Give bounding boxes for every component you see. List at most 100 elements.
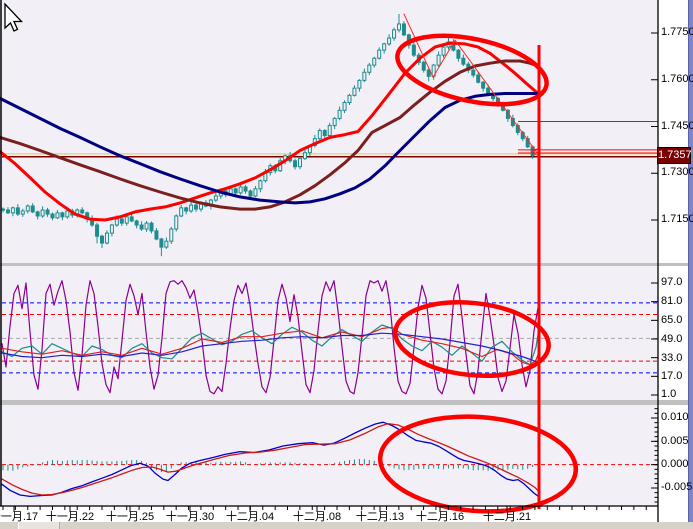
candle-bear	[194, 204, 199, 210]
candle-bull	[213, 195, 218, 201]
candle-bear	[139, 224, 144, 230]
candle-bear	[421, 61, 426, 71]
time-tick-label: 十二月.13	[355, 511, 405, 523]
zigzag-line	[403, 13, 538, 154]
ma-fast-line	[0, 41, 540, 222]
candle-bear	[129, 216, 134, 222]
price-axis-area	[658, 0, 688, 522]
candle-bull	[144, 222, 149, 230]
candle-bear	[456, 49, 461, 59]
macd-signal-line	[1, 422, 540, 496]
candle-bull	[377, 49, 382, 59]
vertical-scrollbar[interactable]	[688, 0, 693, 522]
candle-bear	[411, 44, 416, 56]
candle-bear	[233, 188, 238, 194]
candle-bull	[342, 102, 347, 111]
candle-bull	[238, 186, 243, 194]
candle-bear	[35, 211, 40, 217]
candle-bear	[80, 209, 85, 214]
candle-bull	[382, 43, 387, 51]
highlight-ellipse-price[interactable]	[391, 24, 553, 116]
candle-bear	[248, 190, 253, 197]
candle-bear	[471, 69, 476, 76]
highlight-ellipse-stoch[interactable]	[392, 295, 553, 383]
candle-bear	[1, 208, 5, 211]
candle-bull	[302, 152, 307, 160]
price-tick-label: 1.7600	[661, 73, 693, 85]
candle-bull	[169, 228, 174, 242]
candle-bull	[387, 37, 392, 45]
candle-bull	[367, 64, 372, 73]
price-tick-label: 1.7450	[661, 120, 693, 132]
candle-bull	[372, 57, 377, 66]
stoch-fast-purple	[1, 280, 539, 395]
candle-bull	[20, 210, 25, 215]
ma-medium-line	[0, 59, 540, 211]
ma-slow-line	[0, 92, 540, 205]
candle-bull	[357, 79, 362, 89]
horizontal-scrollbar-thumb[interactable]	[18, 522, 60, 529]
candle-bull	[337, 109, 342, 119]
candle-bear	[119, 218, 124, 224]
candle-bull	[298, 158, 302, 168]
candle-bull	[362, 71, 367, 81]
candle-bull	[55, 212, 60, 219]
candle-bull	[179, 207, 184, 217]
candle-bear	[149, 222, 154, 232]
candle-bull	[104, 232, 109, 244]
candle-bull	[332, 117, 337, 127]
candle-bull	[436, 54, 441, 66]
candle-bear	[476, 74, 481, 83]
arrow-cursor-icon	[4, 2, 24, 32]
panel-separator[interactable]	[0, 263, 688, 266]
candle-bear	[426, 69, 431, 77]
candle-bear	[15, 207, 20, 215]
candle-bull	[253, 188, 258, 197]
stoch-tick-label: 1.0	[661, 388, 677, 400]
price-tick-label: 1.7150	[661, 213, 693, 225]
time-tick-label: 十二月.08	[292, 511, 342, 523]
current-price-badge: 1.7357	[657, 147, 692, 164]
stoch-tick-label: 65.0	[661, 314, 683, 326]
stoch-blue	[1, 332, 541, 365]
candle-bear	[30, 205, 35, 213]
candle-bear	[159, 238, 164, 248]
macd-tick-label: 0.010	[661, 411, 689, 423]
time-tick-label: 十一月.30	[165, 511, 215, 523]
candle-bull	[392, 29, 397, 39]
candle-bear	[60, 212, 65, 218]
time-tick-label: 十二月.16	[415, 511, 465, 523]
candle-bull	[258, 180, 263, 190]
price-tick-label: 1.7750	[661, 26, 693, 38]
candle-bull	[174, 215, 179, 230]
candle-bull	[441, 46, 446, 56]
price-tick-label: 1.7300	[661, 166, 693, 178]
horizontal-scrollbar[interactable]	[0, 522, 693, 529]
time-tick-label: 十一月.17	[0, 511, 39, 523]
candle-bear	[401, 23, 406, 36]
candle-bull	[347, 94, 352, 104]
candle-bear	[45, 209, 50, 215]
candle-bull	[40, 209, 45, 217]
stoch-red	[1, 326, 541, 366]
candle-bull	[124, 216, 129, 224]
candle-bear	[154, 230, 159, 240]
macd-tick-label: -0.005	[661, 481, 693, 493]
stoch-tick-label: 49.0	[661, 333, 683, 345]
candle-bull	[114, 218, 119, 226]
candle-bull	[65, 210, 70, 218]
panel-separator[interactable]	[0, 400, 688, 405]
time-tick-label: 十二月.04	[225, 511, 275, 523]
candle-bear	[461, 57, 466, 65]
time-tick-label: 十一月.22	[45, 511, 95, 523]
candle-bull	[164, 240, 169, 248]
candle-bull	[189, 204, 194, 212]
macd-tick-label: 0.005	[661, 435, 689, 447]
candle-bear	[184, 207, 189, 212]
highlight-ellipse-macd[interactable]	[377, 410, 579, 517]
candle-bear	[5, 209, 10, 214]
candle-bear	[100, 235, 104, 244]
candle-bear	[50, 213, 55, 219]
